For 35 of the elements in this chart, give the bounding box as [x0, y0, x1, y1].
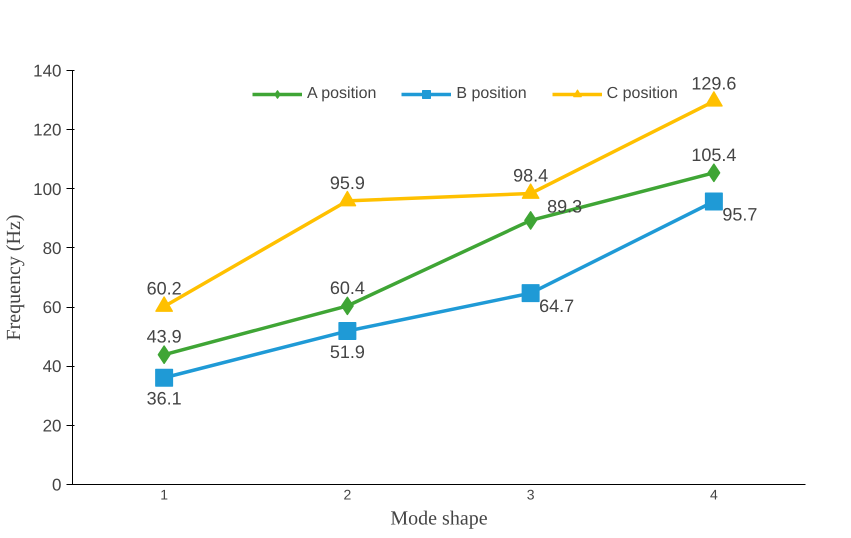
data-label: 60.4 — [330, 278, 365, 298]
x-tick-label: 2 — [343, 486, 352, 502]
y-tick-label: 80 — [42, 238, 62, 258]
legend-label: B position — [456, 85, 527, 103]
y-tick-label: 60 — [42, 298, 62, 318]
point — [704, 90, 723, 107]
x-tick-label: 4 — [710, 486, 718, 502]
x-tick-label: 1 — [160, 486, 168, 502]
legend-label: C position — [606, 85, 678, 103]
point — [704, 192, 723, 210]
y-tick-label: 0 — [52, 476, 62, 494]
point — [522, 284, 540, 302]
data-label: 95.7 — [722, 204, 758, 224]
data-label: 51.9 — [330, 342, 365, 362]
x-tick-label: 3 — [526, 486, 535, 502]
y-tick-label: 100 — [33, 180, 62, 199]
y-tick-label: 40 — [42, 357, 62, 376]
x-axis-title: Mode shape — [390, 508, 488, 530]
data-label: 95.9 — [330, 172, 365, 193]
data-label: 98.4 — [513, 166, 548, 186]
data-label: 64.7 — [539, 296, 574, 316]
y-tick-label: 140 — [33, 62, 62, 80]
data-label: 105.4 — [691, 144, 736, 165]
data-label: 43.9 — [146, 326, 182, 347]
y-tick-label: 20 — [42, 416, 62, 436]
y-tick-label: 120 — [33, 120, 62, 140]
data-label: 60.2 — [146, 278, 182, 298]
data-label: 129.6 — [691, 73, 736, 94]
point — [522, 183, 540, 199]
point — [155, 368, 174, 387]
legend-label: A position — [307, 85, 376, 103]
point — [338, 322, 356, 340]
point — [338, 190, 356, 206]
y-axis-title: Frequency (Hz) — [3, 214, 26, 341]
data-label: 36.1 — [146, 388, 182, 409]
